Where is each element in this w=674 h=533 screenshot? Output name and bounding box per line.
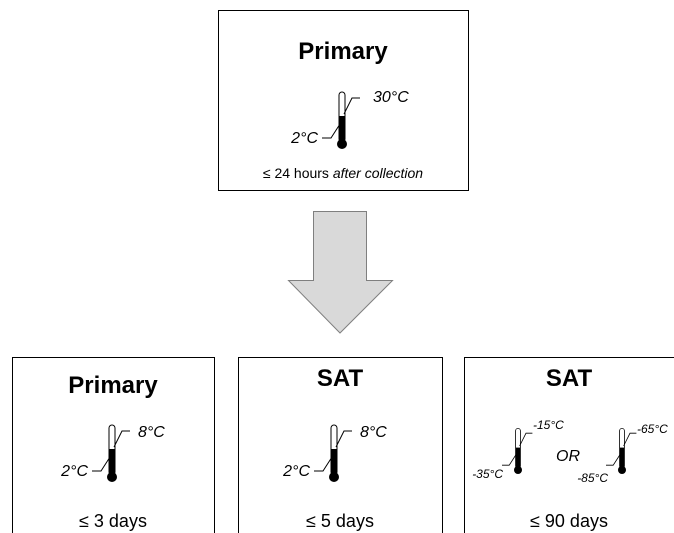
box-title: Primary <box>68 372 158 399</box>
top-title: Primary <box>298 38 388 65</box>
separator: OR <box>556 448 580 465</box>
box <box>464 357 674 533</box>
high-temp: 8°C <box>360 424 387 441</box>
time-limit: ≤ 24 hours after collection <box>263 165 423 181</box>
high-temp: -65°C <box>637 422 668 436</box>
time-limit: ≤ 5 days <box>306 511 374 531</box>
time-limit: ≤ 3 days <box>79 511 147 531</box>
high-temp: -15°C <box>533 418 564 432</box>
time-limit: ≤ 90 days <box>530 511 608 531</box>
box-title: SAT <box>317 365 364 392</box>
box-title: SAT <box>546 365 593 392</box>
low-temp: 2°C <box>282 463 310 480</box>
time-note: after collection <box>333 165 423 181</box>
box <box>238 357 443 533</box>
down-arrow <box>287 211 394 334</box>
low-temp: 2°C <box>60 463 88 480</box>
low-temp: -85°C <box>577 471 608 485</box>
low-temp: 2°C <box>290 130 318 147</box>
high-temp: 8°C <box>138 424 165 441</box>
low-temp: -35°C <box>472 467 503 481</box>
high-temp: 30°C <box>373 89 409 106</box>
time: ≤ 24 hours <box>263 165 329 181</box>
